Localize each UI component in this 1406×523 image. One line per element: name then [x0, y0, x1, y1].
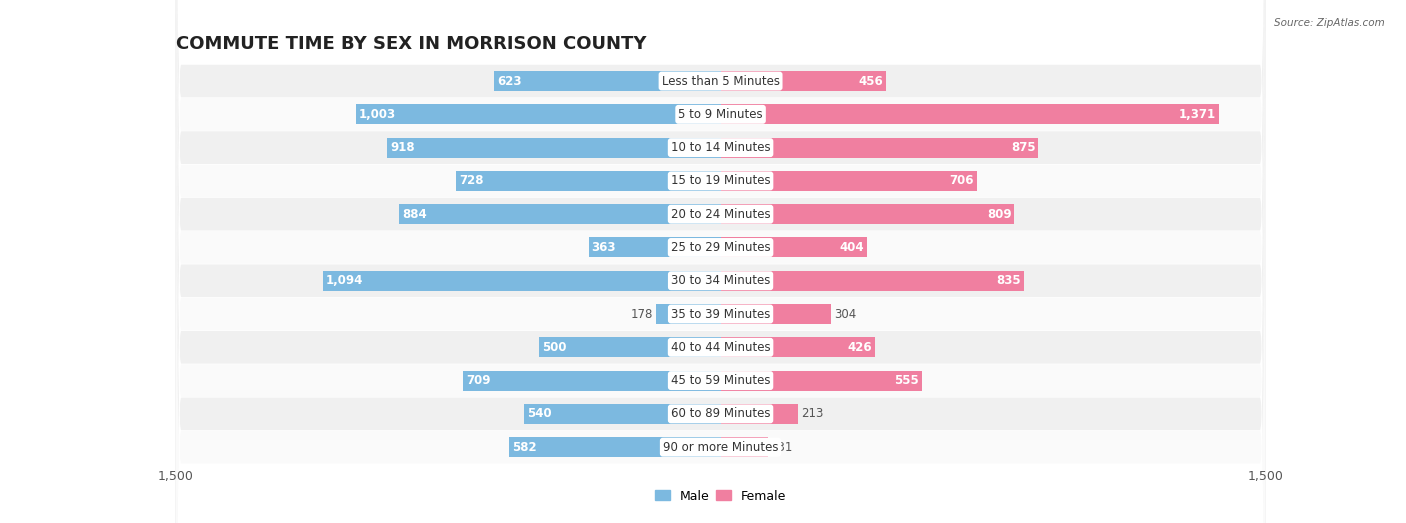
- Text: 25 to 29 Minutes: 25 to 29 Minutes: [671, 241, 770, 254]
- Text: 1,094: 1,094: [326, 274, 364, 287]
- Text: 213: 213: [801, 407, 824, 420]
- Text: 426: 426: [848, 341, 872, 354]
- Bar: [721, 237, 868, 257]
- Text: 835: 835: [997, 274, 1021, 287]
- Text: 809: 809: [987, 208, 1011, 221]
- FancyBboxPatch shape: [176, 0, 1265, 523]
- Text: 709: 709: [465, 374, 491, 387]
- Bar: [721, 337, 876, 357]
- Text: 90 or more Minutes: 90 or more Minutes: [662, 441, 779, 453]
- Bar: [721, 204, 1014, 224]
- Bar: [356, 105, 721, 124]
- Text: 540: 540: [527, 407, 553, 420]
- Text: 45 to 59 Minutes: 45 to 59 Minutes: [671, 374, 770, 387]
- Text: 582: 582: [512, 441, 537, 453]
- Bar: [721, 271, 1024, 291]
- Bar: [456, 171, 721, 191]
- Text: 884: 884: [402, 208, 427, 221]
- Bar: [721, 404, 799, 424]
- Text: 20 to 24 Minutes: 20 to 24 Minutes: [671, 208, 770, 221]
- Bar: [323, 271, 721, 291]
- Text: Source: ZipAtlas.com: Source: ZipAtlas.com: [1274, 18, 1385, 28]
- FancyBboxPatch shape: [176, 0, 1265, 523]
- Bar: [524, 404, 721, 424]
- Text: 10 to 14 Minutes: 10 to 14 Minutes: [671, 141, 770, 154]
- Bar: [538, 337, 721, 357]
- Text: 178: 178: [631, 308, 652, 321]
- Text: 363: 363: [592, 241, 616, 254]
- Text: 875: 875: [1011, 141, 1035, 154]
- Text: 555: 555: [894, 374, 920, 387]
- Text: 728: 728: [458, 174, 484, 187]
- Text: 500: 500: [541, 341, 567, 354]
- FancyBboxPatch shape: [176, 0, 1265, 523]
- Text: 623: 623: [498, 75, 522, 87]
- Legend: Male, Female: Male, Female: [650, 484, 792, 507]
- Bar: [387, 138, 721, 157]
- Bar: [399, 204, 721, 224]
- Bar: [463, 371, 721, 391]
- Text: 1,003: 1,003: [359, 108, 396, 121]
- FancyBboxPatch shape: [176, 0, 1265, 523]
- Bar: [721, 171, 977, 191]
- Bar: [721, 371, 922, 391]
- Text: 60 to 89 Minutes: 60 to 89 Minutes: [671, 407, 770, 420]
- Text: 131: 131: [770, 441, 793, 453]
- Text: 40 to 44 Minutes: 40 to 44 Minutes: [671, 341, 770, 354]
- Text: 706: 706: [949, 174, 974, 187]
- FancyBboxPatch shape: [176, 0, 1265, 523]
- Bar: [721, 138, 1039, 157]
- FancyBboxPatch shape: [176, 0, 1265, 523]
- Bar: [495, 71, 721, 91]
- Bar: [657, 304, 721, 324]
- Text: 918: 918: [389, 141, 415, 154]
- Bar: [721, 105, 1219, 124]
- FancyBboxPatch shape: [176, 0, 1265, 523]
- Text: Less than 5 Minutes: Less than 5 Minutes: [662, 75, 779, 87]
- Bar: [509, 437, 721, 457]
- FancyBboxPatch shape: [176, 0, 1265, 523]
- Text: 1,371: 1,371: [1178, 108, 1216, 121]
- FancyBboxPatch shape: [176, 0, 1265, 523]
- FancyBboxPatch shape: [176, 0, 1265, 523]
- Text: 456: 456: [859, 75, 883, 87]
- FancyBboxPatch shape: [176, 0, 1265, 523]
- Text: 5 to 9 Minutes: 5 to 9 Minutes: [678, 108, 763, 121]
- Text: COMMUTE TIME BY SEX IN MORRISON COUNTY: COMMUTE TIME BY SEX IN MORRISON COUNTY: [176, 35, 647, 53]
- Bar: [721, 304, 831, 324]
- Text: 30 to 34 Minutes: 30 to 34 Minutes: [671, 274, 770, 287]
- Text: 304: 304: [834, 308, 856, 321]
- Text: 35 to 39 Minutes: 35 to 39 Minutes: [671, 308, 770, 321]
- Text: 15 to 19 Minutes: 15 to 19 Minutes: [671, 174, 770, 187]
- Bar: [589, 237, 721, 257]
- Bar: [721, 71, 886, 91]
- Text: 404: 404: [839, 241, 865, 254]
- FancyBboxPatch shape: [176, 0, 1265, 523]
- Bar: [721, 437, 768, 457]
